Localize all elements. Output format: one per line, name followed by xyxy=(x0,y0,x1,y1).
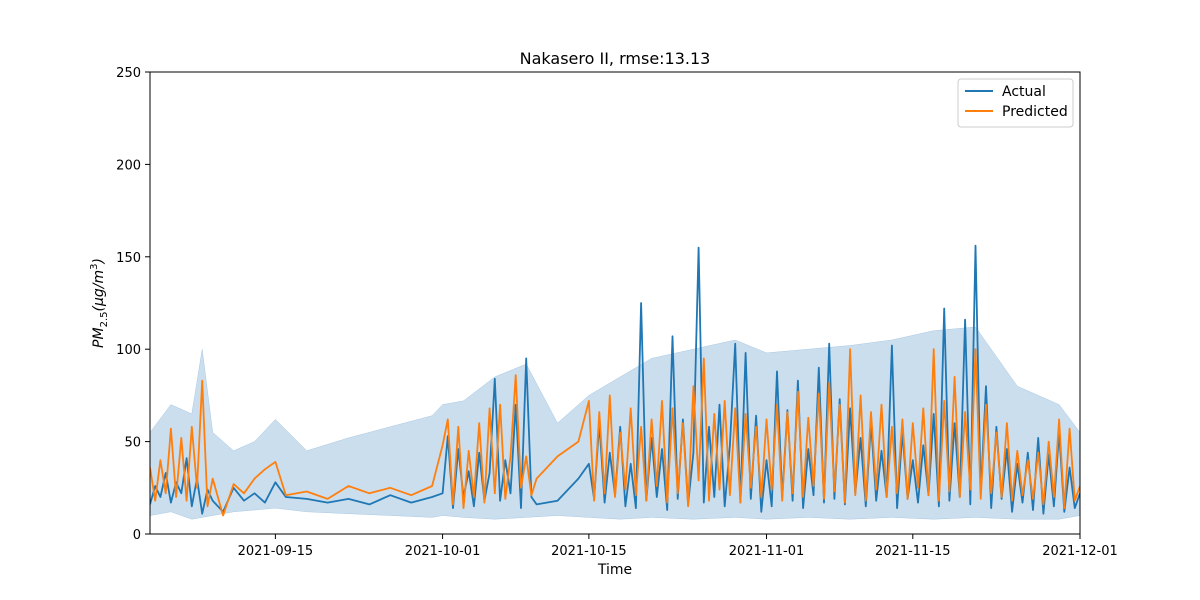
x-tick-label: 2021-11-01 xyxy=(729,544,805,559)
y-tick-label: 200 xyxy=(116,158,141,173)
y-axis-label-base: PM xyxy=(91,327,107,348)
legend-label-actual: Actual xyxy=(1002,84,1046,100)
legend: Actual Predicted xyxy=(957,78,1074,128)
y-tick-label: 100 xyxy=(116,343,141,358)
y-axis: 0 50 100 150 200 250 xyxy=(116,66,150,543)
plot-area xyxy=(149,71,1081,535)
x-tick-label: 2021-12-01 xyxy=(1042,544,1118,559)
x-tick-label: 2021-09-15 xyxy=(238,544,314,559)
x-axis-label: Time xyxy=(597,562,632,578)
axes-frame xyxy=(149,71,1081,535)
series-layer xyxy=(150,244,1080,517)
y-tick-label: 150 xyxy=(116,251,141,266)
y-tick-label: 0 xyxy=(133,528,141,543)
x-tick-label: 2021-10-15 xyxy=(551,544,627,559)
series-line-predicted xyxy=(150,348,1080,517)
x-tick-label: 2021-10-01 xyxy=(405,544,481,559)
x-axis: 2021-09-15 2021-10-01 2021-10-15 2021-11-01… xyxy=(238,534,1118,559)
y-tick-label: 250 xyxy=(116,66,141,81)
y-tick-label: 50 xyxy=(124,436,141,451)
y-axis-label-unit-open: (μg/m xyxy=(91,270,107,312)
y-axis-label-unit-sup: 3 xyxy=(89,264,100,270)
y-axis-label: PM2.5(μg/m3) xyxy=(89,258,110,348)
y-axis-label-sub: 2.5 xyxy=(99,312,110,328)
y-axis-label-unit-close: ) xyxy=(91,258,107,264)
chart-title: Nakasero II, rmse:13.13 xyxy=(520,49,711,68)
legend-label-predicted: Predicted xyxy=(1002,104,1068,120)
series-line-actual xyxy=(150,244,1080,515)
x-tick-label: 2021-11-15 xyxy=(875,544,951,559)
